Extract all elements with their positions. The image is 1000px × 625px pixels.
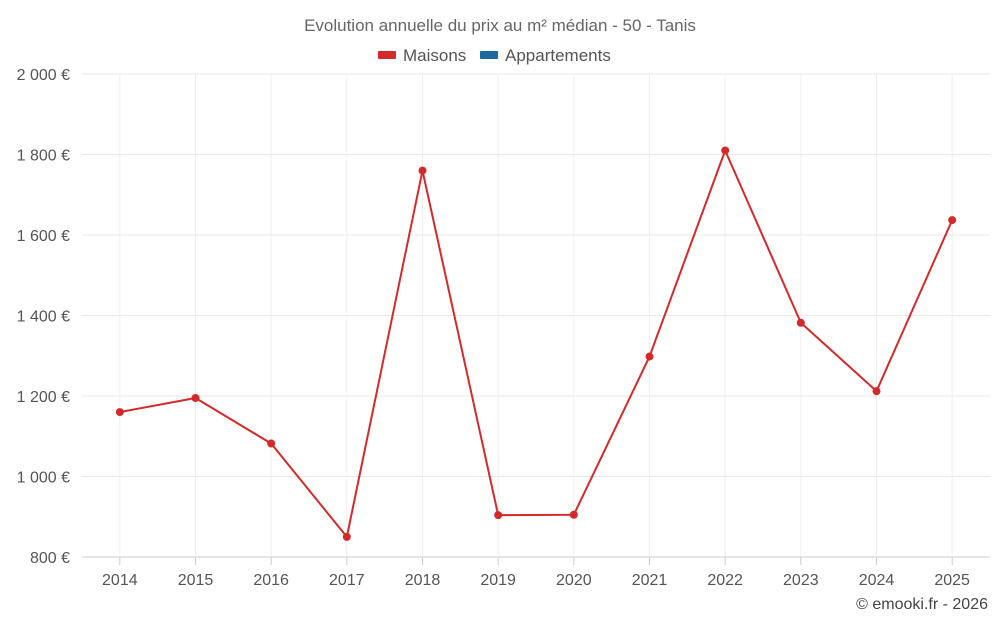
legend-swatch: [378, 51, 396, 59]
data-point[interactable]: [872, 387, 881, 396]
x-tick-label: 2018: [405, 572, 441, 589]
x-tick-label: 2016: [253, 572, 289, 589]
data-point[interactable]: [494, 511, 503, 520]
data-point[interactable]: [267, 439, 276, 448]
data-point[interactable]: [418, 166, 427, 175]
legend-label: Maisons: [403, 46, 466, 65]
x-tick-label: 2024: [859, 572, 895, 589]
y-tick-label: 1 200 €: [17, 389, 70, 406]
x-tick-label: 2020: [556, 572, 592, 589]
x-tick-label: 2017: [329, 572, 365, 589]
data-point[interactable]: [115, 408, 124, 417]
x-axis: 2014 2015 2016 2017 2018 2019 2020 2021 2022 2023…: [102, 557, 970, 589]
data-point[interactable]: [569, 510, 578, 519]
x-tick-label: 2015: [178, 572, 214, 589]
data-point[interactable]: [645, 352, 654, 361]
data-point[interactable]: [796, 318, 805, 327]
legend-item-maisons[interactable]: Maisons: [378, 46, 466, 65]
y-tick-label: 2 000 €: [17, 67, 70, 84]
x-tick-label: 2021: [632, 572, 668, 589]
data-point[interactable]: [948, 216, 957, 225]
data-point[interactable]: [342, 532, 351, 541]
y-axis: 800 € 1 000 € 1 200 € 1 400 € 1 600 € 1 800 €…: [17, 67, 70, 567]
x-tick-label: 2019: [480, 572, 516, 589]
data-point[interactable]: [191, 394, 200, 403]
legend-label: Appartements: [505, 46, 611, 65]
legend[interactable]: Maisons Appartements: [378, 46, 611, 65]
grid: [82, 73, 990, 558]
y-tick-label: 1 000 €: [17, 470, 70, 487]
y-tick-label: 1 800 €: [17, 148, 70, 165]
x-tick-label: 2023: [783, 572, 819, 589]
x-tick-label: 2022: [707, 572, 743, 589]
legend-item-appartements[interactable]: Appartements: [480, 46, 611, 65]
x-tick-label: 2014: [102, 572, 138, 589]
y-tick-label: 800 €: [30, 550, 70, 567]
chart-title: Evolution annuelle du prix au m² médian …: [304, 16, 696, 35]
x-tick-label: 2025: [934, 572, 970, 589]
series-layer: [115, 146, 957, 541]
y-tick-label: 1 600 €: [17, 228, 70, 245]
y-tick-label: 1 400 €: [17, 309, 70, 326]
data-point[interactable]: [721, 146, 730, 155]
credit-text: © emooki.fr - 2026: [856, 596, 988, 613]
series-line-maisons[interactable]: [119, 149, 954, 538]
legend-swatch: [480, 51, 498, 59]
